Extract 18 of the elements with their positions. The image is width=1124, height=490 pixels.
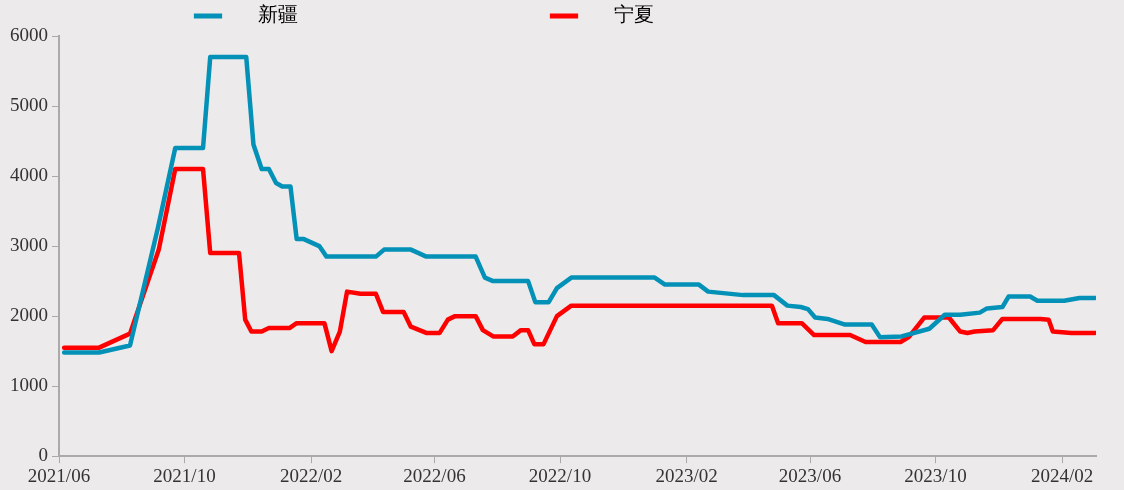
x-tick-label: 2023/10 xyxy=(904,464,967,486)
y-tick-label: 0 xyxy=(38,444,48,466)
y-tick-label: 3000 xyxy=(10,234,48,256)
x-tick-label: 2022/02 xyxy=(279,464,343,486)
x-tick-label: 2021/10 xyxy=(153,464,216,486)
x-tick-label: 2022/06 xyxy=(403,464,466,486)
legend-label: 新疆 xyxy=(228,3,548,26)
y-tick-label: 1000 xyxy=(10,374,48,396)
y-tick-label: 2000 xyxy=(10,304,48,326)
legend-label: 宁夏 xyxy=(584,3,904,26)
x-tick-label: 2022/10 xyxy=(528,464,592,486)
x-tick-label: 2023/02 xyxy=(655,464,718,486)
y-tick-label: 6000 xyxy=(10,23,48,45)
x-tick-label: 2024/02 xyxy=(1030,464,1094,486)
x-tick-label: 2023/06 xyxy=(778,464,842,486)
x-tick-label: 2021/06 xyxy=(27,464,91,486)
y-tick-label: 5000 xyxy=(10,94,48,116)
y-tick-label: 4000 xyxy=(10,164,48,186)
